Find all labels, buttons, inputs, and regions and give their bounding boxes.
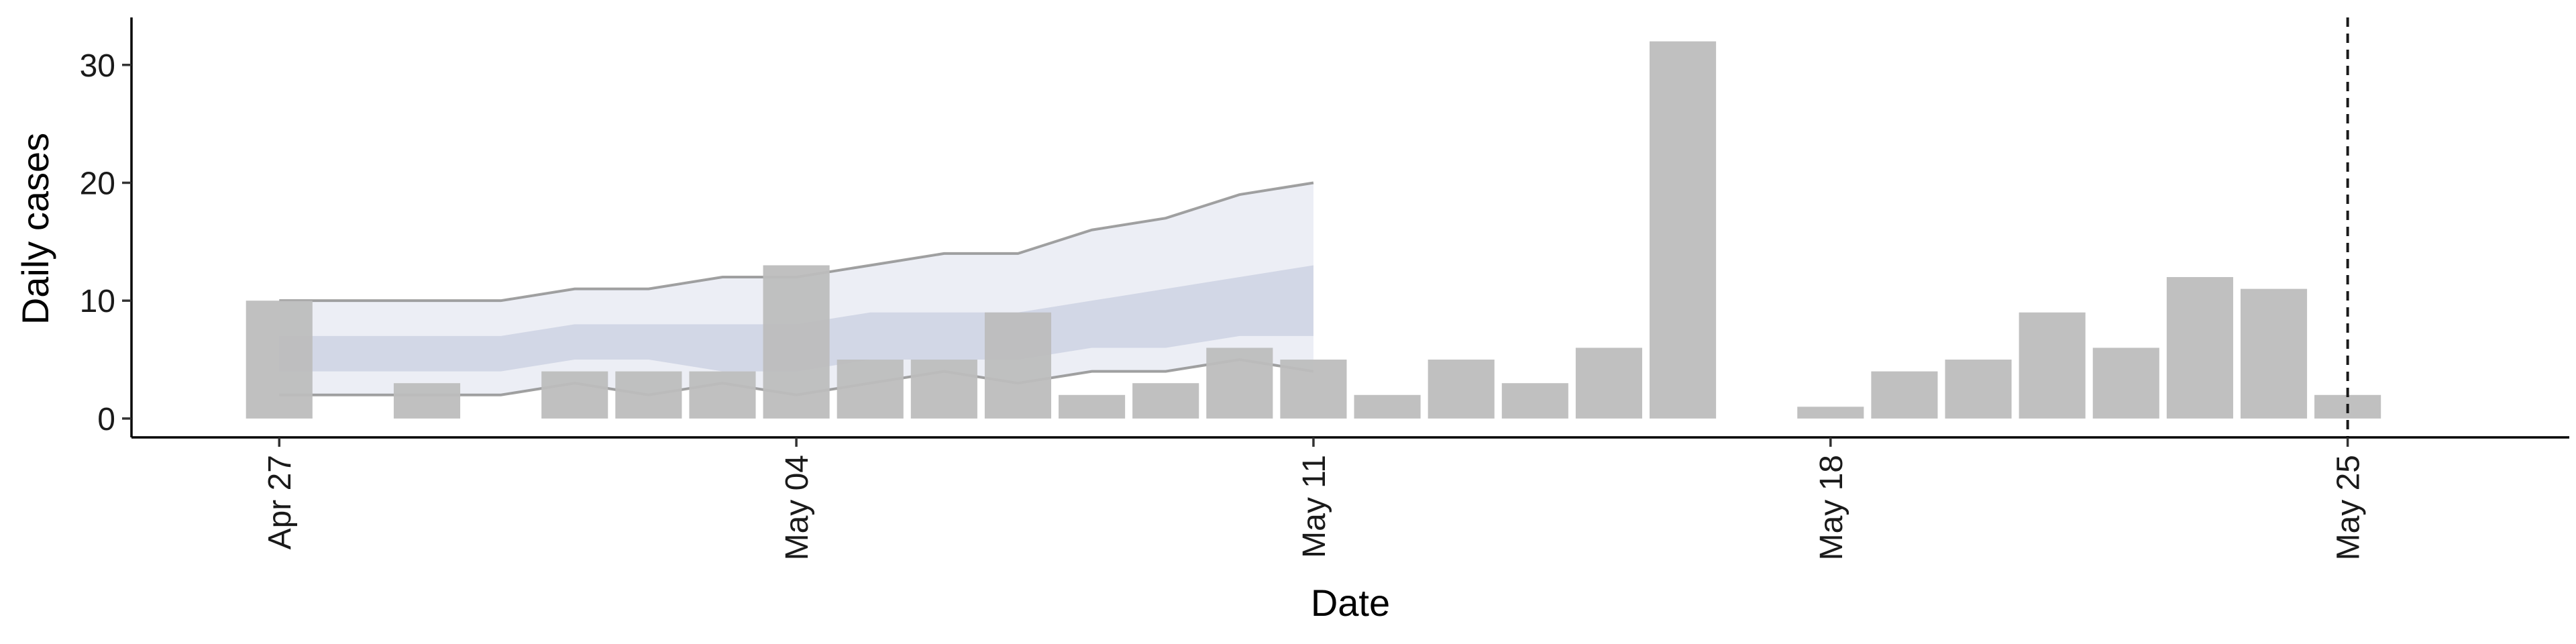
- y-tick-label: 20: [80, 166, 115, 201]
- case-bar: [1501, 383, 1568, 419]
- case-bar: [246, 301, 313, 419]
- case-bar: [837, 360, 904, 419]
- case-bar: [1945, 360, 2012, 419]
- case-bar: [1206, 347, 1273, 419]
- case-bar: [615, 371, 682, 419]
- forecast-inner-band: [279, 265, 1313, 372]
- x-tick-label: May 04: [780, 455, 815, 560]
- case-bar: [393, 383, 461, 419]
- case-bar: [1575, 347, 1642, 419]
- case-bar: [763, 265, 830, 419]
- y-tick-label: 10: [80, 284, 115, 319]
- case-bar: [1132, 383, 1199, 419]
- case-bar: [1428, 360, 1495, 419]
- case-bar: [2019, 312, 2086, 419]
- y-tick-label: 0: [97, 402, 115, 437]
- case-bar: [541, 371, 608, 419]
- x-tick-label: May 25: [2331, 455, 2367, 560]
- axes-layer: 0 10 20 30 Apr 27 May 04 May 11 May 18 May 25: [80, 17, 2569, 560]
- case-bar: [1280, 360, 1347, 419]
- y-axis-title: Daily cases: [14, 133, 56, 325]
- case-bar: [2092, 347, 2159, 419]
- case-bar: [1797, 407, 1864, 419]
- x-tick-label: Apr 27: [262, 455, 298, 549]
- case-bar: [984, 312, 1052, 419]
- case-bar: [1649, 41, 1717, 419]
- bars-layer: [246, 41, 2381, 419]
- x-tick-label: May 11: [1297, 455, 1332, 558]
- case-bar: [1059, 394, 1126, 419]
- case-bar: [1871, 371, 1938, 419]
- case-bar: [1354, 394, 1421, 419]
- y-tick-label: 30: [80, 48, 115, 84]
- case-bar: [2240, 288, 2308, 419]
- case-bar: [2166, 277, 2233, 419]
- x-axis-title: Date: [1311, 582, 1390, 624]
- case-bar: [689, 371, 756, 419]
- case-bar: [910, 360, 977, 419]
- x-tick-label: May 18: [1814, 455, 1849, 560]
